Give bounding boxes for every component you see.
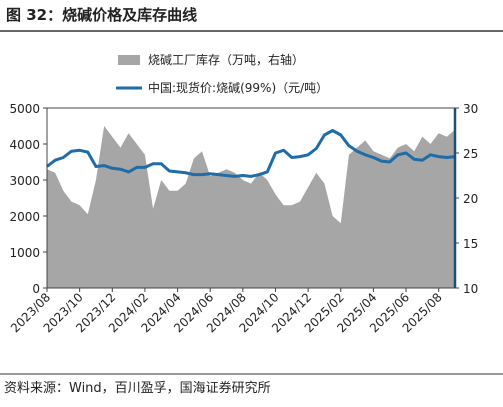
y-tick-label: 3000 (9, 174, 40, 188)
y-tick-label: 1000 (9, 246, 40, 260)
page-title: 图 32：烧碱价格及库存曲线 (6, 6, 197, 24)
y2-tick-label: 20 (463, 192, 478, 206)
y-tick-label: 4000 (9, 138, 40, 152)
area (47, 126, 455, 288)
y2-tick-label: 10 (463, 282, 478, 296)
y2-tick-label: 25 (463, 147, 478, 161)
y-tick-label: 0 (32, 282, 40, 296)
y2-tick-label: 30 (463, 102, 478, 116)
source: 资料来源：Wind，百川盈孚，国海证券研究所 (4, 380, 271, 396)
legend-label: 中国:现货价:烧碱(99%)（元/吨） (148, 80, 328, 95)
legend-swatch (118, 55, 140, 65)
line (46, 129, 456, 178)
y-tick-label: 5000 (9, 102, 40, 116)
legend-label: 烧碱工厂库存（万吨，右轴） (148, 52, 304, 67)
y2-tick-label: 15 (463, 237, 478, 251)
y-tick-label: 2000 (9, 210, 40, 224)
